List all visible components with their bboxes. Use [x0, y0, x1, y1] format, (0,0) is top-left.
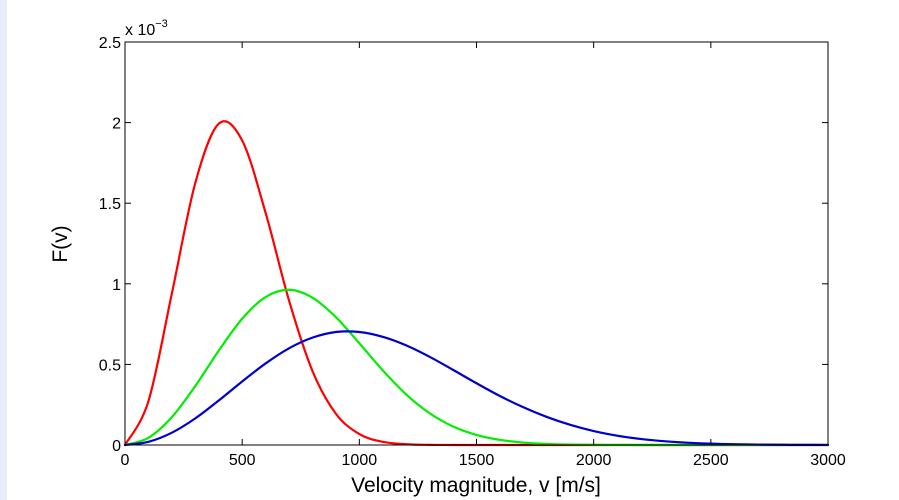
y-tick-label: 0: [112, 438, 121, 455]
x-tick-label: 0: [121, 452, 130, 469]
y-tick-label: 2: [112, 116, 121, 133]
x-tick-label: 2000: [576, 452, 612, 469]
y-exponent-label: x 10−3: [125, 18, 168, 39]
line-chart: 0 500 1000 1500 2000 2500 3000 0 0.5 1 1.5 2 2.5 x 1…: [49, 18, 846, 497]
plot-area: [125, 42, 828, 445]
ticks-layer: 0 500 1000 1500 2000 2500 3000 0 0.5 1 1.5 2 2.5: [99, 35, 846, 469]
y-tick-label: 0.5: [99, 357, 121, 374]
y-tick-label: 2.5: [99, 35, 121, 52]
x-tick-label: 1500: [459, 452, 495, 469]
x-tick-label: 1000: [342, 452, 378, 469]
x-tick-label: 2500: [693, 452, 729, 469]
figure-frame: 0 500 1000 1500 2000 2500 3000 0 0.5 1 1.5 2 2.5 x 1…: [7, 0, 899, 500]
y-axis-label: F(v): [49, 225, 72, 262]
x-tick-label: 500: [229, 452, 256, 469]
x-tick-label: 3000: [810, 452, 846, 469]
plot-border: [124, 41, 829, 446]
y-tick-label: 1: [112, 277, 121, 294]
y-exponent-base: x 10: [125, 22, 155, 39]
y-exponent-power: −3: [155, 18, 168, 30]
y-tick-label: 1.5: [99, 196, 121, 213]
x-axis-label: Velocity magnitude, v [m/s]: [351, 474, 601, 497]
